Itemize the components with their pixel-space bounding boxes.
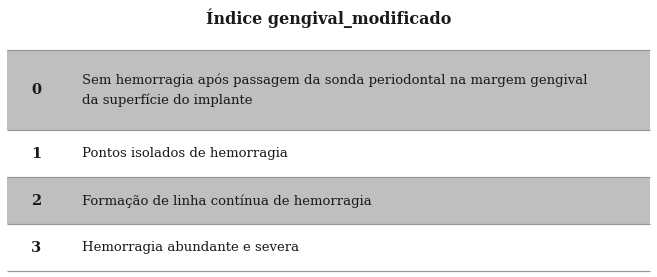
Text: 1: 1 [31,147,41,161]
Text: Formação de linha contínua de hemorragia: Formação de linha contínua de hemorragia [82,194,372,208]
Text: 3: 3 [31,241,41,255]
Text: Hemorragia abundante e severa: Hemorragia abundante e severa [82,242,299,255]
Bar [7,50,650,130]
Bar [7,224,650,271]
Text: 0: 0 [31,83,41,97]
Text: 2: 2 [31,194,41,208]
Bar [7,50,650,271]
Bar [7,178,650,224]
Text: Índice gengival_modificado: Índice gengival_modificado [206,8,451,28]
Bar [7,130,650,178]
Text: Pontos isolados de hemorragia: Pontos isolados de hemorragia [82,147,288,160]
Text: Sem hemorragia após passagem da sonda periodontal na margem gengival
da superfíc: Sem hemorragia após passagem da sonda pe… [82,73,587,107]
